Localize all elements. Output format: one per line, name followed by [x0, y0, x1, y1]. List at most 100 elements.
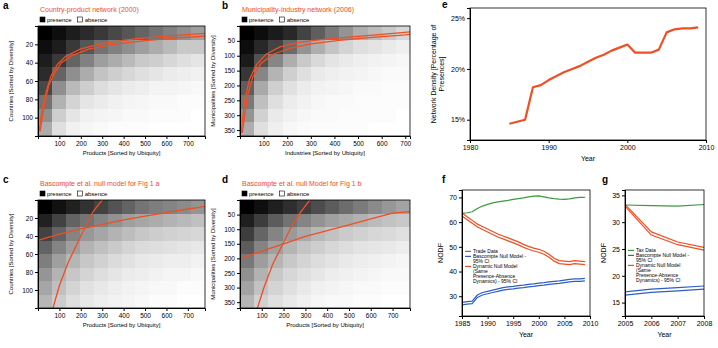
cell: [122, 95, 136, 109]
tick: 35: [612, 192, 625, 199]
cell: [38, 241, 52, 255]
axis-line: [626, 317, 705, 320]
cell: [38, 254, 52, 268]
cell: [368, 254, 383, 268]
cell: [325, 241, 340, 255]
cell: [149, 281, 163, 295]
cell: [52, 214, 66, 228]
cell: [268, 95, 283, 109]
cell: [311, 67, 326, 81]
cell: [353, 95, 368, 109]
tick: 300: [306, 136, 317, 147]
tick-mark: [166, 308, 167, 311]
cell: [94, 281, 108, 295]
plot-area: [462, 196, 585, 305]
cell: [122, 54, 136, 68]
x-axis: 100200300400500600700: [241, 136, 412, 147]
tick-label: 300: [224, 112, 235, 119]
tick-label: 700: [183, 312, 194, 319]
cell: [191, 122, 205, 136]
plot-area: [240, 200, 410, 308]
cell: [122, 295, 136, 309]
cell: [283, 254, 298, 268]
cell: [80, 95, 94, 109]
cell: [240, 26, 255, 40]
tick-mark: [35, 254, 38, 255]
cell: [353, 54, 368, 68]
cell: [339, 200, 354, 214]
cell: [283, 281, 298, 295]
tick: 2008: [697, 316, 713, 327]
line: [38, 206, 205, 240]
tick-mark: [237, 288, 240, 289]
legend-label: absence: [85, 191, 108, 197]
tick: 500: [344, 308, 355, 319]
tick-mark: [627, 140, 628, 143]
cell: [177, 67, 191, 81]
tick-label: 350: [224, 127, 235, 134]
tick: 60: [449, 219, 462, 226]
tick-label: 1980: [463, 144, 479, 151]
cell: [353, 200, 368, 214]
tick: 150: [224, 240, 240, 247]
x-axis: 198519901995200020052010: [455, 316, 599, 327]
tick-label: 600: [366, 312, 377, 319]
axis-line: [237, 27, 241, 137]
y-axis: 3040506070: [449, 191, 462, 317]
tick-label: 500: [353, 140, 364, 147]
cell: [149, 295, 163, 309]
tick: 20: [612, 273, 625, 280]
x-axis: 100200300400500600700: [39, 136, 206, 147]
cell: [191, 67, 205, 81]
cell: [297, 95, 312, 109]
cell: [94, 227, 108, 241]
cell: [122, 67, 136, 81]
cell: [240, 295, 255, 309]
tick-label: 500: [140, 312, 151, 319]
legend-label: Dynamic Null Model(SamePresence-AbsenceD…: [473, 263, 517, 284]
tick-mark: [467, 69, 470, 70]
cell: [325, 122, 340, 136]
tick: 1990: [480, 316, 496, 327]
tick: 600: [162, 136, 173, 147]
cell: [149, 95, 163, 109]
plot-area: [240, 26, 410, 136]
tick-label: 200: [76, 312, 87, 319]
cell: [254, 214, 269, 228]
cell: [108, 281, 122, 295]
cell: [80, 81, 94, 95]
tick-label: 40: [26, 59, 34, 66]
cell: [353, 67, 368, 81]
tick-mark: [237, 100, 240, 101]
cell: [135, 254, 149, 268]
y-axis-title: Municipalities [Sorted by Diversity]: [210, 35, 216, 127]
tick-mark: [467, 120, 470, 121]
cell: [191, 241, 205, 255]
legend-label: absence: [85, 17, 108, 23]
x-axis: 1980199020002010: [463, 140, 715, 151]
cell: [80, 109, 94, 123]
cell: [80, 268, 94, 282]
cell: [135, 241, 149, 255]
cell: [108, 295, 122, 309]
tick-mark: [334, 136, 335, 139]
tick-label: 400: [119, 140, 130, 147]
cell: [339, 122, 354, 136]
figure: a10020030040050060070020406080100Product…: [0, 0, 718, 348]
legend-swatch: [280, 191, 285, 196]
cell: [108, 241, 122, 255]
legend-swatch: [40, 17, 45, 22]
cell: [38, 214, 52, 228]
cell: [122, 281, 136, 295]
tick: 100: [259, 136, 270, 147]
cell: [368, 281, 383, 295]
tick-label: 70: [449, 194, 457, 201]
cell: [268, 214, 283, 228]
tick-label: 200: [224, 255, 235, 262]
tick: 70: [449, 194, 462, 201]
legend-swatch: [465, 266, 471, 267]
y-axis-title: Countries [Sorted by Diversity]: [8, 40, 14, 121]
cell: [38, 54, 52, 68]
cell: [353, 268, 368, 282]
cell: [353, 254, 368, 268]
